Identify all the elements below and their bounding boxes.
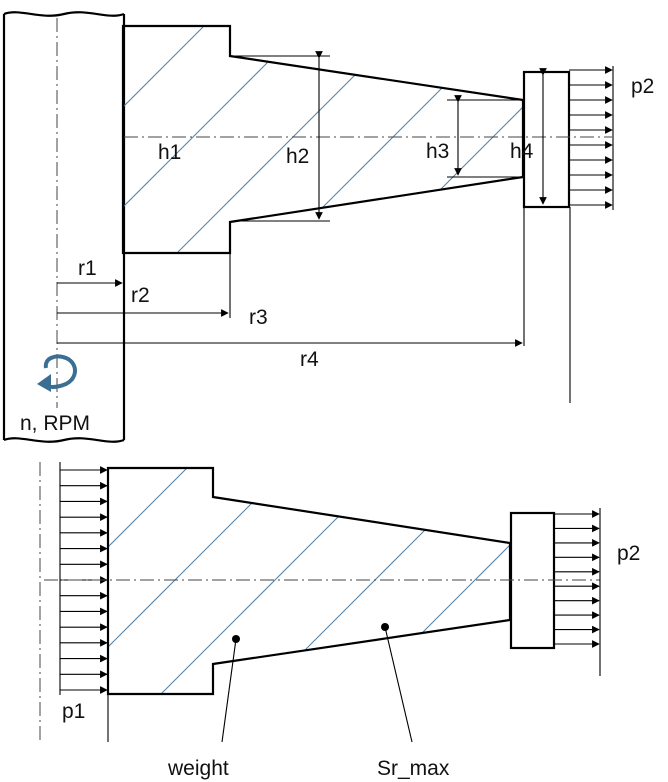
disk-profile [121, 24, 525, 255]
r3-label: r3 [249, 306, 268, 329]
rotation-arrow-icon [37, 354, 77, 392]
r4-label: r4 [300, 348, 319, 371]
bottom-view: p1 p2 weight Sr_max [39, 460, 668, 780]
sr-max-label: Sr_max [377, 757, 450, 780]
p1-label: p1 [62, 700, 85, 723]
hatch-line [123, 26, 211, 253]
weight-leader-line [221, 638, 237, 743]
r2-label: r2 [131, 284, 150, 307]
h3-label: h3 [426, 140, 449, 163]
hatch-line [108, 468, 196, 694]
radius-dimensions [57, 207, 571, 403]
hatch-line [369, 26, 523, 253]
rpm-label: n, RPM [20, 412, 90, 435]
h1-label: h1 [158, 141, 181, 164]
top-view: h1 h2 h3 h4 p2 r1 r2 r3 r4 n, RPM [0, 11, 668, 443]
p2-bottom-label: p2 [617, 542, 640, 565]
sr-max-leader-line [384, 626, 413, 743]
p2-top-label: p2 [631, 75, 654, 98]
weight-label: weight [167, 757, 229, 780]
p2-load-arrows-bottom [554, 510, 600, 648]
disk-profile-bottom [106, 466, 512, 696]
h3-dimension [447, 95, 520, 178]
hatch-line [0, 20, 110, 260]
hatch-line [570, 20, 668, 260]
p2-load-arrows [569, 66, 613, 209]
h2-label: h2 [286, 145, 309, 168]
hatch-line [555, 460, 668, 700]
shaft [2, 11, 126, 443]
r1-label: r1 [78, 257, 97, 280]
disk-hatching [0, 20, 668, 260]
h4-label: h4 [510, 140, 534, 163]
hatch-line [655, 460, 668, 700]
h2-dimension [232, 51, 330, 222]
